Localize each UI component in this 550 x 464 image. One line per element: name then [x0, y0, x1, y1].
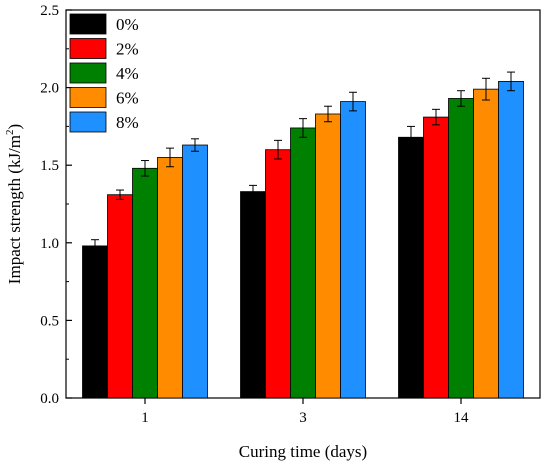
bar-6pct-day-14	[473, 88, 499, 399]
bar-0pct-day-1	[82, 245, 108, 399]
legend-label: 2%	[116, 40, 139, 59]
y-tick-label: 1.5	[40, 158, 59, 174]
y-axis-title-close: )	[5, 124, 24, 130]
legend-swatch	[69, 38, 107, 59]
y-axis-title-superscript: 2	[4, 129, 16, 135]
x-axis: 1 3 14	[141, 398, 469, 426]
y-tick-label: 1.0	[40, 236, 59, 252]
y-axis: 0.0 0.5 1.0 1.5 2.0 2.5	[40, 3, 72, 407]
legend-label: 6%	[116, 89, 139, 108]
legend-swatch	[69, 13, 107, 35]
x-tick-label: 3	[299, 410, 307, 426]
bar-2pct-day-1	[107, 194, 133, 399]
bar-4pct-day-3	[290, 127, 316, 399]
legend: 0% 2% 4% 6% 8%	[69, 13, 139, 133]
legend-label: 4%	[116, 64, 139, 83]
x-tick-label: 14	[454, 410, 470, 426]
legend-swatch	[69, 111, 107, 133]
legend-swatch	[69, 62, 107, 84]
bar-6pct-day-1	[157, 157, 183, 399]
bar-2pct-day-3	[265, 149, 291, 399]
bar-4pct-day-1	[132, 167, 158, 399]
legend-label: 0%	[116, 15, 139, 34]
bar-6pct-day-3	[315, 113, 341, 399]
y-axis-title: Impact strength (kJ/m2)	[4, 124, 24, 284]
x-axis-title: Curing time (days)	[239, 442, 367, 461]
x-tick-label: 1	[141, 410, 149, 426]
y-axis-title-main: Impact strength (kJ/m	[5, 135, 24, 284]
y-tick-label: 2.0	[40, 81, 59, 97]
error-bars-layer	[91, 71, 515, 253]
bar-8pct-day-1	[182, 144, 208, 399]
bar-0pct-day-14	[398, 136, 424, 399]
y-tick-label: 0.0	[40, 391, 59, 407]
bar-8pct-day-3	[340, 101, 366, 399]
legend-label: 8%	[116, 113, 139, 132]
bar-8pct-day-14	[498, 80, 524, 399]
y-tick-label: 0.5	[40, 313, 59, 329]
bar-0pct-day-3	[240, 191, 266, 399]
bars-layer	[82, 80, 524, 399]
bar-2pct-day-14	[423, 116, 449, 399]
y-tick-label: 2.5	[40, 3, 59, 19]
bar-4pct-day-14	[448, 98, 474, 399]
legend-swatch	[69, 87, 107, 108]
